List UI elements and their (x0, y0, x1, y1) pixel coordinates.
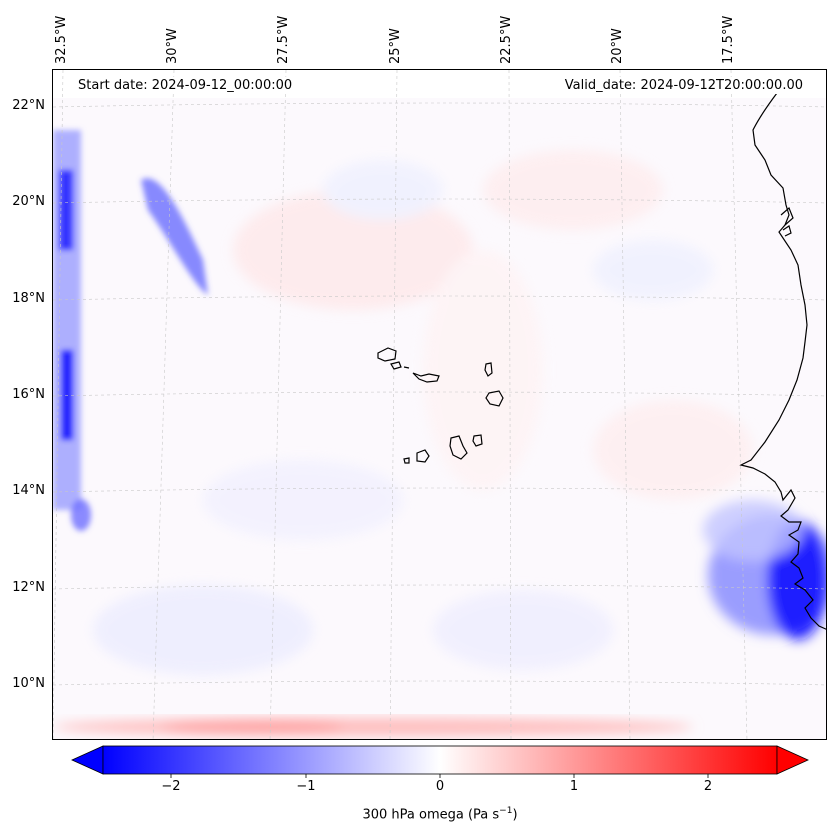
africa-coastline-inlet (782, 225, 792, 237)
gridline-lon (389, 70, 398, 739)
colorbar-label: 300 hPa omega (Pa s−1) (362, 806, 517, 822)
colorbar-high-extend (776, 745, 809, 775)
field-pos-patch (483, 150, 663, 230)
colorbar-tick-2: 2 (703, 779, 713, 794)
map-plot-area (52, 69, 827, 740)
omega-field-map (53, 70, 826, 739)
gridline-lat (53, 680, 826, 686)
gridline-lat (53, 584, 826, 590)
colorbar (71, 745, 809, 778)
gridline-lon (152, 70, 175, 739)
gridline-lon (53, 70, 64, 739)
field-neg-patch (93, 585, 313, 675)
gridlines (53, 70, 826, 739)
gridline-lat (53, 102, 826, 108)
field-left-blue-spot (71, 499, 91, 531)
island-boa-vista (485, 390, 504, 407)
colorbar-tick-neg2: −2 (161, 779, 181, 794)
lon-label-25w: 25°W (388, 28, 403, 64)
lat-label-10n: 10°N (12, 676, 45, 691)
coastlines (377, 92, 826, 630)
colorbar-gradient (102, 745, 778, 775)
gridline-lon (269, 70, 287, 739)
colorbar-label-exponent: −1 (499, 806, 513, 816)
lon-label-30w: 30°W (165, 28, 180, 64)
lon-label-22-5w: 22.5°W (499, 15, 514, 64)
field-neg-patch (433, 590, 613, 670)
field-southeast-blue-fringe (703, 500, 803, 560)
colorbar-tick-1: 1 (569, 779, 579, 794)
gridline-lon (730, 70, 748, 739)
lon-label-17-5w: 17.5°W (721, 15, 736, 64)
lat-label-12n: 12°N (12, 580, 45, 595)
field-bottom-red-core (163, 720, 343, 734)
colorbar-low-extend (71, 745, 104, 775)
colorbar-label-text: 300 hPa omega (Pa s (362, 807, 500, 823)
field-pos-patch (423, 250, 543, 490)
colorbar-tick-neg1: −1 (296, 779, 316, 794)
island-maio (472, 434, 483, 447)
field-pos-patch (233, 190, 473, 310)
start-date-label: Start date: 2024-09-12_00:00:00 (72, 77, 299, 94)
lat-label-20n: 20°N (12, 194, 45, 209)
island-sao-vicente (390, 361, 402, 370)
island-santa-luzia (403, 366, 410, 369)
field-diagonal-blue-streak (141, 178, 208, 295)
island-santo-antao (377, 347, 397, 362)
field-left-blue-core (61, 350, 73, 440)
island-sao-nicolau (412, 372, 440, 383)
lat-label-14n: 14°N (12, 483, 45, 498)
gridline-lat (53, 487, 826, 493)
lon-label-27-5w: 27.5°W (276, 15, 291, 64)
lon-label-20w: 20°W (610, 28, 625, 64)
field-neg-patch (323, 160, 443, 220)
lat-label-22n: 22°N (12, 98, 45, 113)
island-santiago (449, 435, 468, 460)
africa-coastline-inlet (780, 206, 794, 226)
omega-field (53, 70, 826, 739)
field-neg-patch (203, 460, 403, 540)
gridline-lat (53, 198, 826, 204)
gridline-lon (508, 70, 512, 739)
gridline-lon (619, 70, 631, 739)
field-pos-patch (593, 400, 753, 500)
island-brava (403, 457, 410, 464)
lon-label-32-5w: 32.5°W (54, 15, 69, 64)
colorbar-tick-0: 0 (435, 779, 445, 794)
field-left-blue-core (59, 170, 73, 250)
lat-label-16n: 16°N (12, 387, 45, 402)
gridline-lat (53, 391, 826, 397)
valid-date-label: Valid_date: 2024-09-12T20:00:00.00 (558, 77, 809, 94)
colorbar-tick-marks (170, 774, 709, 778)
field-neg-patch (593, 240, 713, 300)
colorbar-label-close: ) (512, 807, 518, 823)
gridline-lat (53, 295, 826, 301)
africa-coastline (739, 92, 826, 630)
field-bottom-red-band (53, 718, 693, 736)
island-fogo (416, 449, 430, 463)
lat-label-18n: 18°N (12, 291, 45, 306)
island-sal (484, 362, 493, 377)
